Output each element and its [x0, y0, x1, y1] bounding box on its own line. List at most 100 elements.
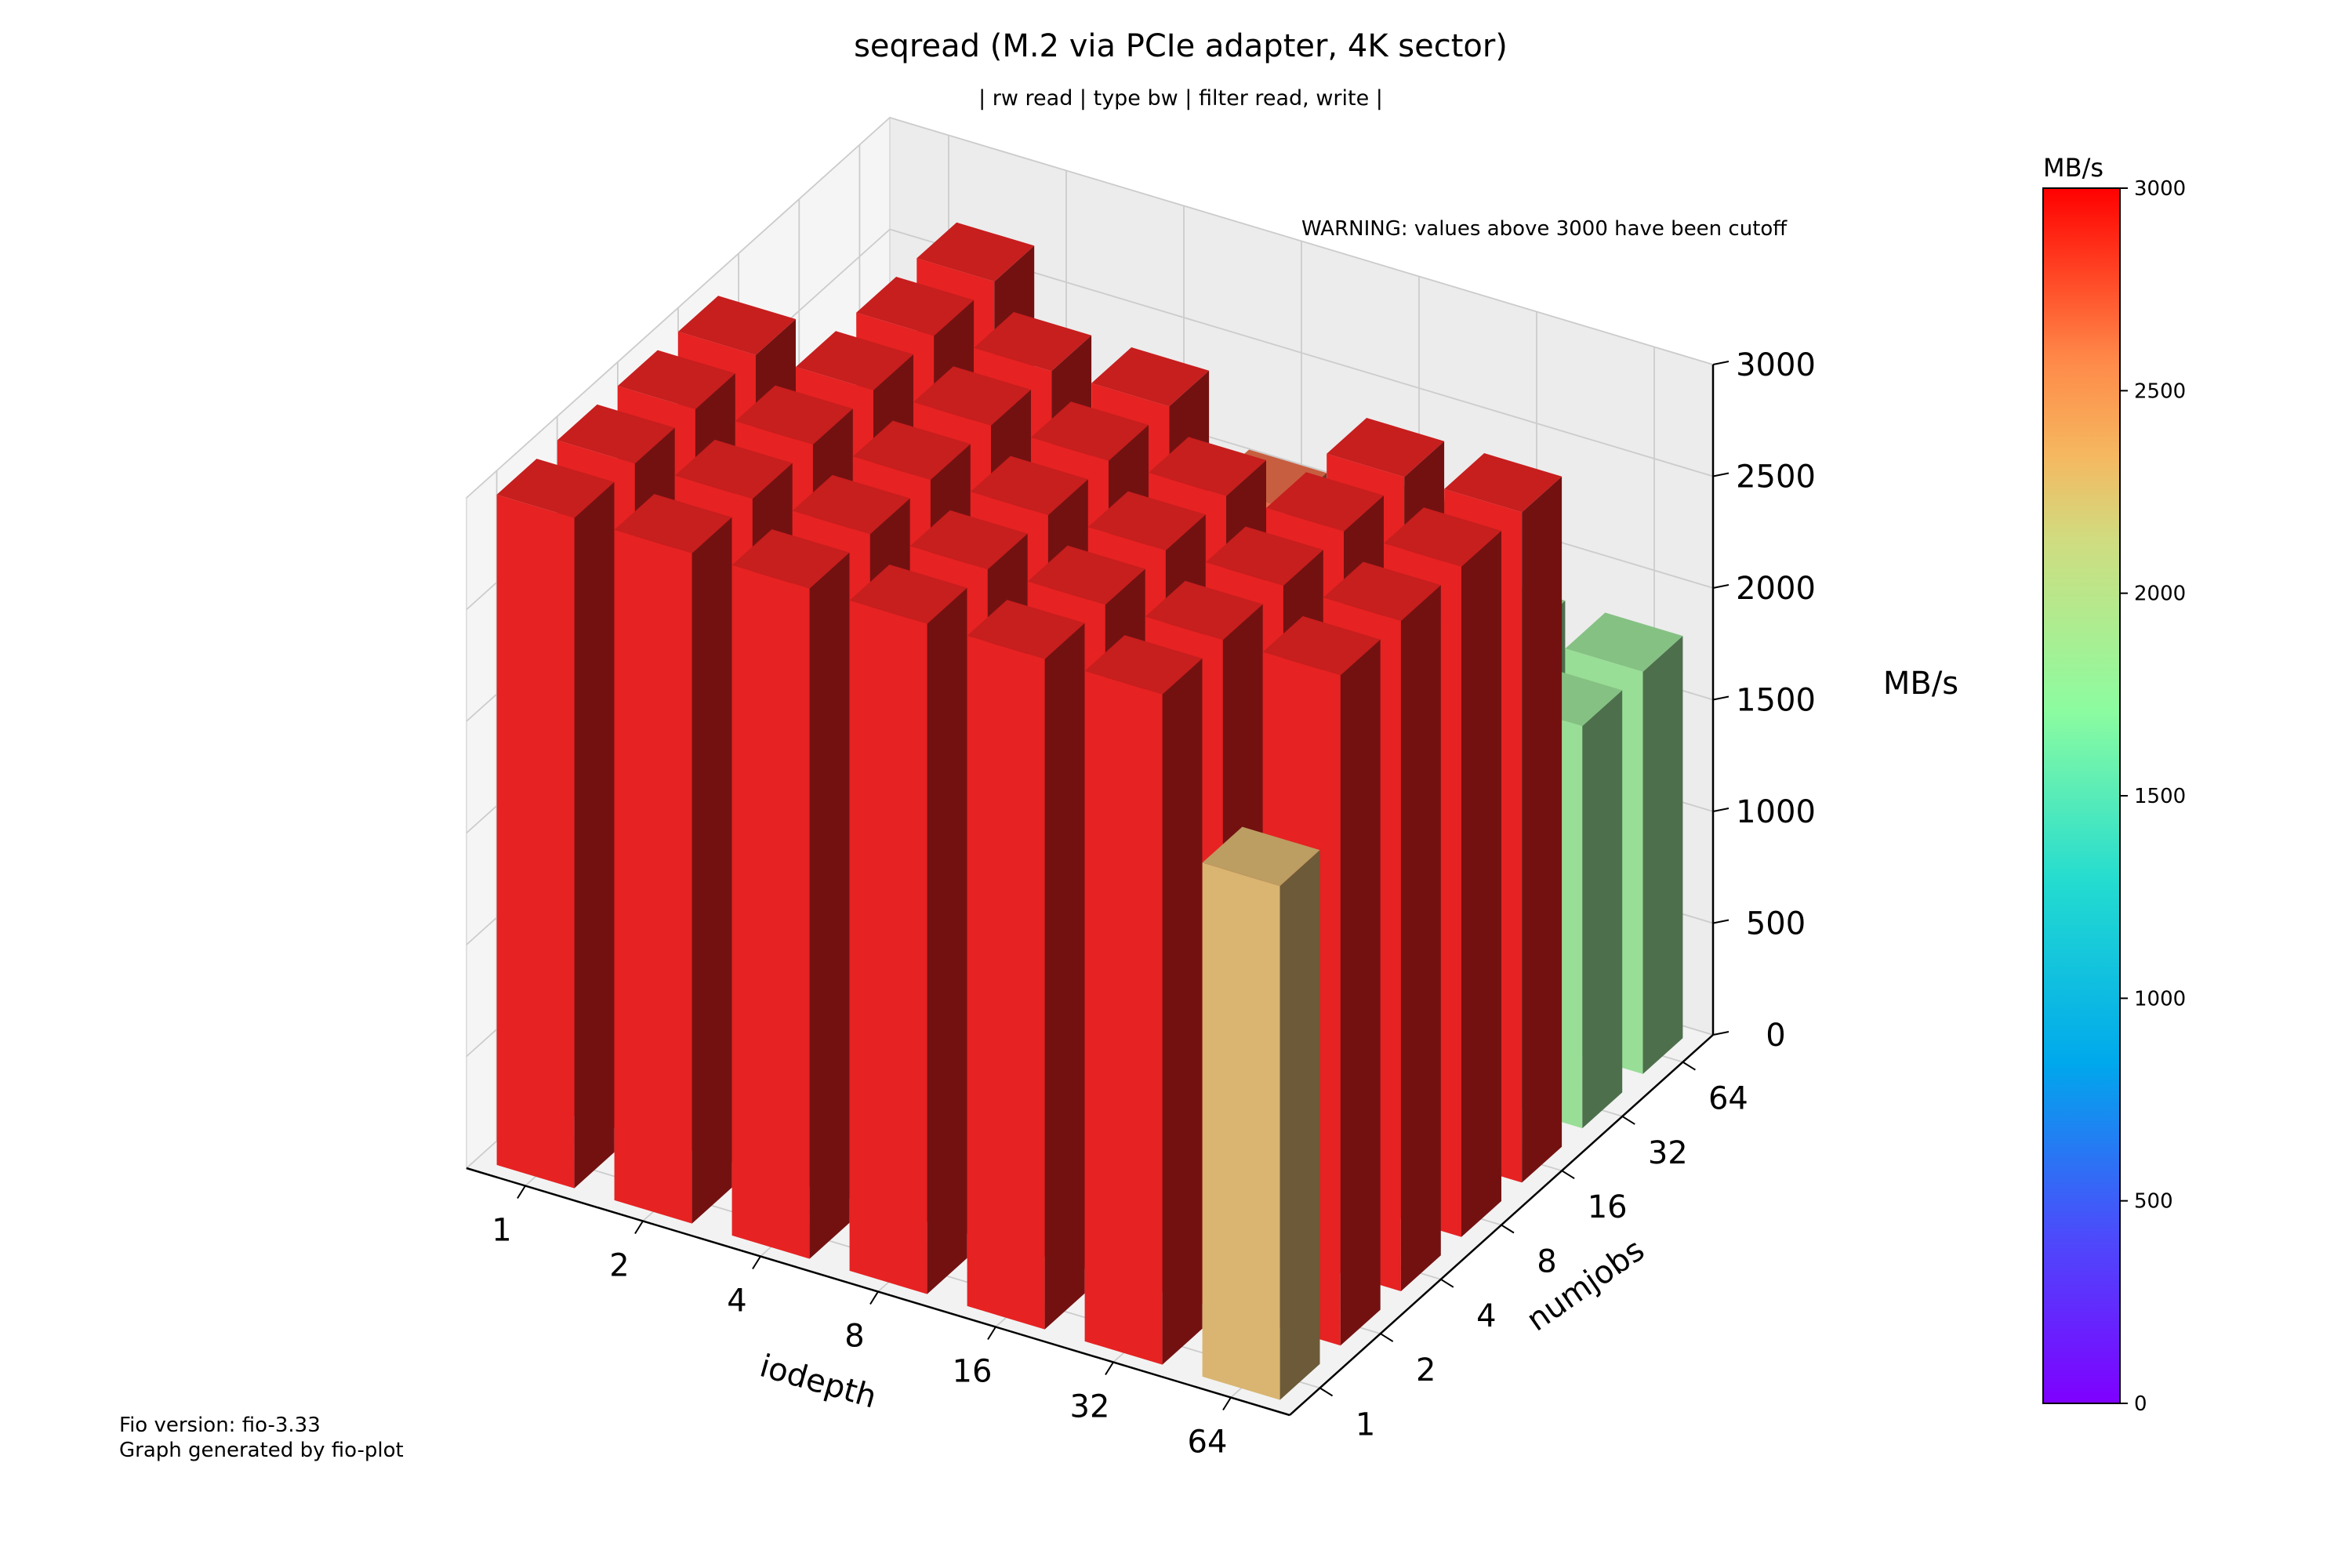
- bar-front-face: [496, 494, 575, 1189]
- x-tick-mark: [517, 1185, 526, 1200]
- bar-front-face: [1202, 862, 1280, 1400]
- bar-side-face: [1522, 476, 1563, 1183]
- x-tick-label: 8: [844, 1319, 864, 1355]
- bar-top-face: [674, 439, 793, 499]
- bar-top-face: [856, 277, 975, 336]
- colorbar-label: MB/s: [2043, 153, 2103, 183]
- colorbar-tick-label: 1500: [2134, 785, 2186, 808]
- z-tick-label: 1500: [1736, 683, 1816, 719]
- bar-side-face: [1162, 658, 1203, 1365]
- bar-top-face: [614, 494, 732, 554]
- z-tick-mark: [1712, 472, 1730, 477]
- x-tick-label: 32: [1070, 1389, 1110, 1425]
- footer-generator: Graph generated by fio-plot: [119, 1439, 404, 1462]
- cutoff-warning: WARNING: values above 3000 have been cut…: [1301, 217, 1788, 241]
- bar-top-face: [1444, 453, 1563, 513]
- y-tick-label: 2: [1416, 1352, 1436, 1388]
- z-tick-label: 500: [1746, 906, 1806, 942]
- bar-top-face: [496, 459, 615, 518]
- z-tick-mark: [1712, 361, 1730, 365]
- bar-iodepth-2-numjobs-1: [614, 494, 732, 1224]
- bar-top-face: [1266, 472, 1384, 532]
- bar-iodepth-1-numjobs-1: [496, 459, 615, 1189]
- x-tick-label: 16: [953, 1354, 993, 1390]
- bar-top-face: [1145, 580, 1263, 641]
- bar-top-face: [1027, 545, 1145, 605]
- x-tick-label: 4: [727, 1283, 746, 1319]
- bar-top-face: [1565, 612, 1683, 672]
- bar-iodepth-8-numjobs-1: [849, 564, 967, 1294]
- x-tick-label: 64: [1188, 1425, 1228, 1461]
- bar-top-face: [1031, 401, 1149, 461]
- colorbar-tick-label: 0: [2134, 1392, 2147, 1416]
- bar-side-face: [1340, 639, 1381, 1346]
- bar-top-face: [1202, 826, 1320, 887]
- y-tick-label: 8: [1537, 1244, 1556, 1280]
- y-tick-mark: [1319, 1387, 1334, 1397]
- x-tick-label: 2: [609, 1248, 629, 1284]
- z-tick-mark: [1712, 584, 1730, 589]
- y-tick-mark: [1561, 1170, 1575, 1180]
- bar-top-face: [1384, 507, 1501, 567]
- bar-side-face: [809, 552, 850, 1259]
- bar-front-face: [967, 635, 1045, 1330]
- y-tick-mark: [1440, 1278, 1454, 1288]
- bar-iodepth-32-numjobs-1: [1084, 635, 1203, 1365]
- bar-front-face: [1084, 670, 1163, 1365]
- z-tick-label: 3000: [1736, 347, 1816, 383]
- bar-side-face: [1044, 622, 1085, 1330]
- x-tick-mark: [987, 1326, 996, 1341]
- bars-group: [496, 222, 1683, 1400]
- bar-top-face: [849, 564, 967, 624]
- colorbar-tick-label: 500: [2134, 1190, 2173, 1214]
- bar-top-face: [678, 296, 796, 355]
- bar-side-face: [1279, 850, 1320, 1400]
- x-tick-mark: [1222, 1396, 1232, 1411]
- bar-side-face: [691, 517, 732, 1224]
- z-gridline: [466, 116, 1714, 499]
- bar-top-face: [731, 529, 850, 589]
- bar-top-face: [974, 312, 1092, 372]
- bar-side-face: [1582, 690, 1623, 1129]
- bar-front-face: [849, 600, 927, 1294]
- z-tick-label: 2000: [1736, 571, 1816, 607]
- bar-top-face: [967, 600, 1085, 659]
- bar-top-face: [1327, 418, 1445, 477]
- z-tick-mark: [1712, 808, 1730, 812]
- bar-iodepth-16-numjobs-1: [967, 600, 1085, 1330]
- z-tick-label: 0: [1766, 1018, 1785, 1054]
- x-axis-label: iodepth: [756, 1348, 880, 1415]
- axes-group: 1 2 4 8 16 32 64 1 2 4 8 16 32 64 0 500 1000 1500 2000 2500…: [466, 347, 1816, 1461]
- x-tick-mark: [869, 1290, 879, 1305]
- x-tick-mark: [752, 1255, 761, 1270]
- bar-top-face: [1087, 491, 1206, 550]
- bar-front-face: [731, 564, 810, 1259]
- z-tick-label: 2500: [1736, 459, 1816, 495]
- colorbar-tick-label: 1000: [2134, 987, 2186, 1011]
- bar-side-face: [574, 481, 615, 1189]
- bar-iodepth-64-numjobs-1: [1202, 826, 1320, 1400]
- bar-side-face: [1461, 531, 1501, 1237]
- bar-top-face: [1262, 615, 1381, 676]
- bar-top-face: [913, 366, 1031, 426]
- bar-top-face: [916, 222, 1035, 282]
- y-tick-label: 4: [1476, 1298, 1496, 1334]
- y-tick-mark: [1501, 1224, 1515, 1234]
- colorbar-tick-label: 3000: [2134, 177, 2186, 201]
- bar-iodepth-4-numjobs-1: [731, 529, 850, 1259]
- footer-fio-version: Fio version: fio-3.33: [119, 1414, 321, 1437]
- colorbar-tick-label: 2000: [2134, 583, 2186, 606]
- bar-top-face: [909, 510, 1028, 570]
- chart-subtitle: | rw read | type bw | filter read, write…: [978, 86, 1383, 111]
- z-tick-mark: [1712, 1031, 1730, 1036]
- colorbar-ticks: 0 500 1000 1500 2000 2500 3000: [2120, 177, 2186, 1416]
- bar-top-face: [617, 350, 735, 409]
- bar-top-face: [852, 420, 971, 480]
- bar-top-face: [1323, 561, 1441, 621]
- chart-title: seqread (M.2 via PCIe adapter, 4K sector…: [854, 28, 1508, 64]
- y-tick-mark: [1621, 1116, 1635, 1125]
- y-tick-label: 32: [1648, 1135, 1688, 1171]
- x-tick-mark: [634, 1220, 644, 1235]
